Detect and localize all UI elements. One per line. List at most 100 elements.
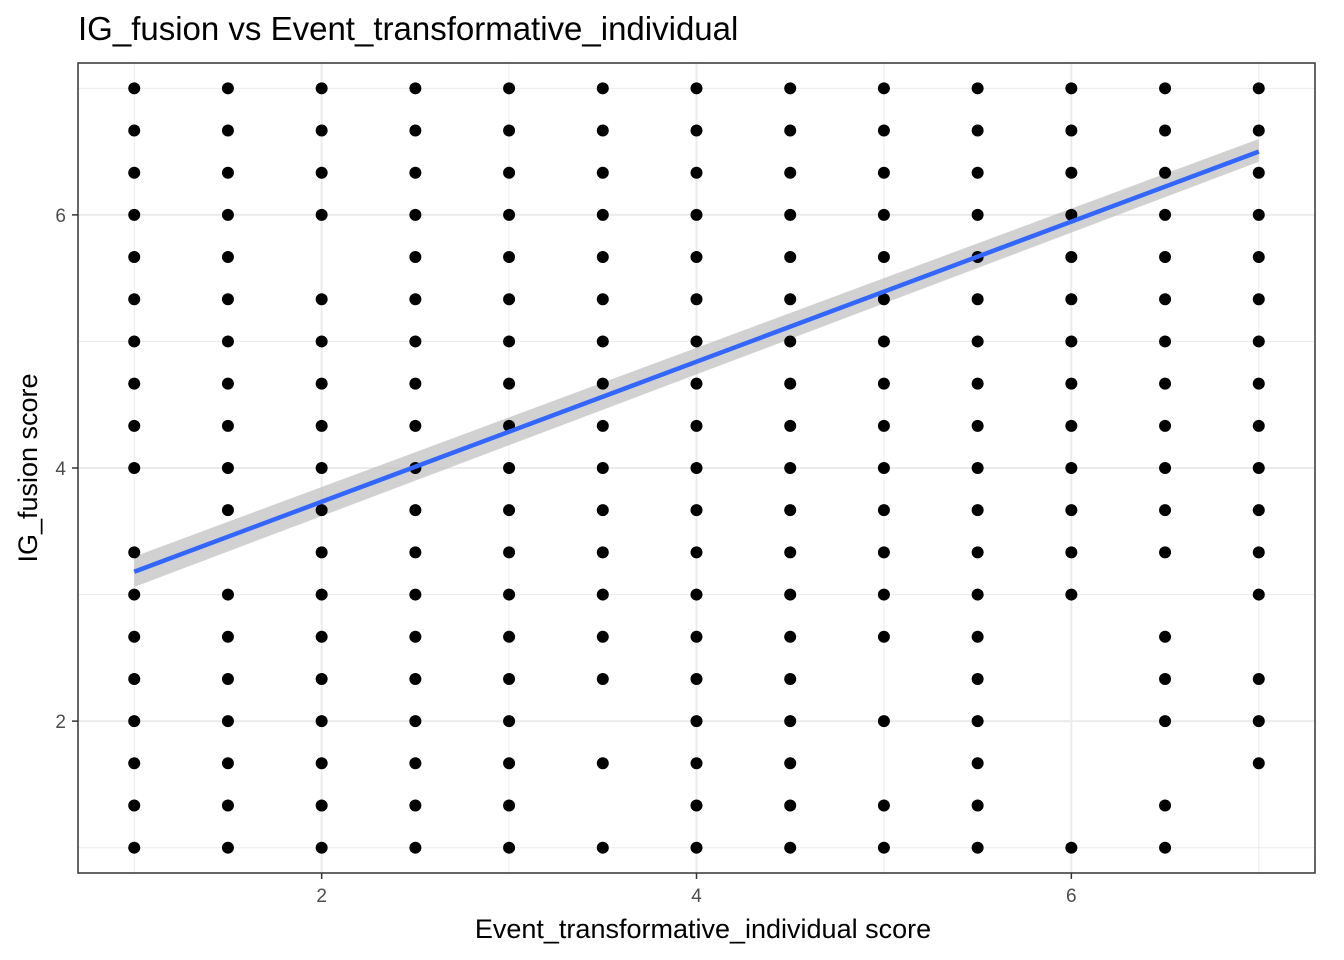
data-point	[877, 715, 890, 728]
data-point	[409, 293, 422, 306]
data-point	[690, 841, 703, 854]
data-point	[784, 630, 797, 643]
data-point	[784, 419, 797, 432]
x-axis-title: Event_transformative_individual score	[475, 914, 931, 944]
data-point	[971, 504, 984, 517]
data-point	[128, 166, 141, 179]
data-point	[784, 715, 797, 728]
data-point	[503, 293, 516, 306]
data-point	[409, 757, 422, 770]
data-point	[315, 715, 328, 728]
data-point	[971, 82, 984, 95]
data-point	[1159, 82, 1172, 95]
data-point	[971, 715, 984, 728]
data-point	[315, 630, 328, 643]
data-point	[596, 208, 609, 221]
data-point	[690, 208, 703, 221]
data-point	[690, 124, 703, 137]
data-point	[784, 841, 797, 854]
x-tick-label: 4	[691, 886, 702, 907]
data-point	[128, 588, 141, 601]
data-point	[596, 335, 609, 348]
y-axis-title: IG_fusion score	[13, 373, 43, 562]
data-point	[1065, 124, 1078, 137]
data-point	[596, 82, 609, 95]
data-point	[221, 208, 234, 221]
data-point	[409, 124, 422, 137]
data-point	[221, 251, 234, 264]
data-point	[221, 715, 234, 728]
data-point	[877, 588, 890, 601]
data-point	[409, 208, 422, 221]
data-point	[596, 419, 609, 432]
data-point	[877, 377, 890, 390]
data-point	[315, 377, 328, 390]
data-point	[409, 546, 422, 559]
data-point	[409, 630, 422, 643]
data-point	[596, 293, 609, 306]
x-axis-ticks: 2 4 6	[316, 873, 1077, 907]
data-point	[221, 588, 234, 601]
data-point	[221, 377, 234, 390]
data-point	[1065, 166, 1078, 179]
trend-line-group	[133, 149, 1260, 574]
data-point	[1065, 251, 1078, 264]
data-point	[690, 799, 703, 812]
data-point	[877, 419, 890, 432]
data-point	[1065, 208, 1078, 221]
data-point	[1159, 419, 1172, 432]
data-point	[221, 82, 234, 95]
data-point	[690, 82, 703, 95]
data-point	[221, 630, 234, 643]
data-point	[221, 462, 234, 474]
data-point	[315, 588, 328, 601]
data-point	[409, 841, 422, 854]
data-point	[128, 462, 141, 474]
data-point	[596, 588, 609, 601]
data-point	[1159, 715, 1172, 728]
trend-line	[133, 149, 1260, 574]
data-point	[690, 462, 703, 474]
data-point	[784, 546, 797, 559]
data-point	[315, 799, 328, 812]
data-point	[409, 504, 422, 517]
data-point	[877, 82, 890, 95]
data-point	[1065, 462, 1078, 474]
data-point	[128, 208, 141, 221]
data-point	[128, 630, 141, 643]
data-point	[1159, 335, 1172, 348]
data-point	[596, 251, 609, 264]
data-point	[784, 335, 797, 348]
data-point	[971, 124, 984, 137]
data-point	[315, 82, 328, 95]
data-point	[503, 757, 516, 770]
data-point	[1252, 377, 1265, 390]
data-point	[1252, 588, 1265, 601]
data-point	[690, 335, 703, 348]
data-point	[690, 251, 703, 264]
data-point	[1252, 166, 1265, 179]
data-point	[971, 419, 984, 432]
data-point	[1065, 82, 1078, 95]
data-point	[315, 335, 328, 348]
data-point	[877, 546, 890, 559]
data-point	[503, 630, 516, 643]
data-point	[596, 630, 609, 643]
data-point	[784, 799, 797, 812]
data-point	[971, 293, 984, 306]
data-point	[784, 166, 797, 179]
data-point	[784, 82, 797, 95]
data-point	[690, 757, 703, 770]
data-point	[1065, 504, 1078, 517]
data-point	[971, 588, 984, 601]
data-point	[1159, 630, 1172, 643]
data-point	[596, 841, 609, 854]
data-point	[409, 166, 422, 179]
data-point	[128, 377, 141, 390]
data-point	[503, 672, 516, 685]
data-point	[409, 715, 422, 728]
data-point	[315, 504, 328, 517]
data-point	[877, 841, 890, 854]
data-point	[784, 124, 797, 137]
data-point	[221, 166, 234, 179]
